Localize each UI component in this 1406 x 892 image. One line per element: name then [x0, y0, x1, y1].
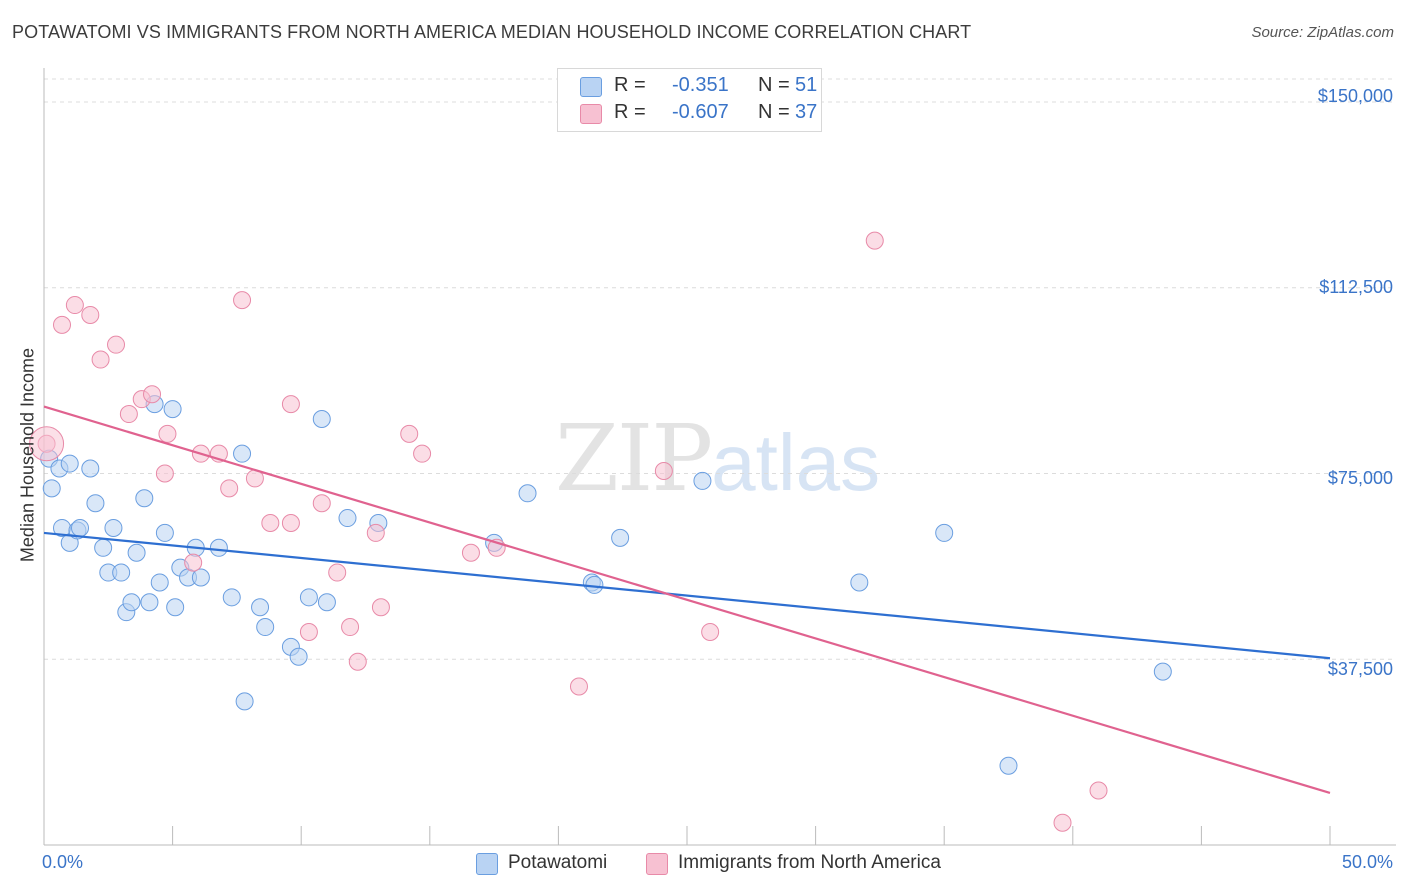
point-potawatomi-22	[163, 400, 182, 419]
legend-swatch-potawatomi	[580, 77, 602, 97]
point-potawatomi-18	[140, 593, 159, 612]
legend-n-label: N =	[758, 74, 790, 96]
point-immigrants-26	[371, 598, 390, 617]
legend-r-value-potawatomi: -0.351	[672, 74, 729, 96]
point-potawatomi-38	[317, 593, 336, 612]
point-immigrants-17	[261, 514, 280, 533]
point-potawatomi-46	[693, 471, 712, 490]
point-immigrants-14	[220, 479, 239, 498]
point-potawatomi-4	[60, 454, 79, 473]
point-potawatomi-42	[518, 484, 537, 503]
point-immigrants-10	[155, 464, 174, 483]
point-immigrants-24	[348, 652, 367, 671]
point-immigrants-4	[91, 350, 110, 369]
point-potawatomi-31	[235, 692, 254, 711]
point-potawatomi-50	[999, 756, 1018, 775]
point-potawatomi-39	[338, 509, 357, 528]
point-immigrants-33	[701, 622, 720, 641]
y-axis-label: Median Household Income	[17, 347, 38, 563]
point-immigrants-9	[158, 424, 177, 443]
point-immigrants-6	[119, 405, 138, 424]
point-immigrants-1	[53, 315, 72, 334]
point-potawatomi-27	[191, 568, 210, 587]
chart-title: POTAWATOMI VS IMMIGRANTS FROM NORTH AMER…	[12, 22, 972, 42]
series-name-immigrants: Immigrants from North America	[678, 852, 941, 873]
point-potawatomi-48	[935, 523, 954, 542]
x-tick-label-min: 0.0%	[42, 852, 84, 872]
point-potawatomi-13	[112, 563, 131, 582]
chart-source: Source: ZipAtlas.com	[1251, 24, 1394, 41]
point-potawatomi-23	[166, 598, 185, 617]
point-immigrants-35	[1089, 781, 1108, 800]
point-immigrants-32	[654, 462, 673, 480]
point-potawatomi-36	[299, 588, 318, 607]
point-immigrants-21	[312, 494, 331, 513]
point-potawatomi-37	[312, 409, 331, 428]
y-tick-label-150000: $150,000	[1317, 86, 1393, 106]
point-immigrants-large	[29, 426, 65, 462]
series-swatch-potawatomi	[476, 853, 498, 875]
point-potawatomi-17	[135, 489, 154, 508]
point-potawatomi-45	[611, 528, 630, 547]
point-immigrants-15	[233, 291, 252, 310]
series-swatch-immigrants	[646, 853, 668, 875]
point-potawatomi-12	[104, 518, 123, 537]
x-tick-label-max: 50.0%	[1341, 852, 1393, 872]
point-immigrants-23	[341, 618, 360, 637]
point-potawatomi-15	[122, 593, 141, 612]
point-potawatomi-29	[222, 588, 241, 607]
point-immigrants-29	[461, 543, 480, 562]
legend-n-value-immigrants: 37	[795, 101, 818, 123]
watermark-atlas: atlas	[711, 418, 881, 507]
point-immigrants-20	[299, 622, 318, 641]
point-potawatomi-16	[127, 543, 146, 562]
point-potawatomi-49	[1153, 662, 1172, 681]
point-potawatomi-9	[86, 494, 105, 513]
legend-r-value-immigrants: -0.607	[672, 101, 729, 123]
trend-line-potawatomi	[43, 531, 1331, 660]
point-immigrants-25	[366, 523, 385, 542]
zipatlas-watermark: ZIPatlas	[555, 405, 880, 512]
point-potawatomi-32	[251, 598, 270, 617]
point-potawatomi-47	[850, 573, 869, 592]
y-tick-label-75000: $75,000	[1327, 468, 1393, 488]
point-immigrants-34	[865, 231, 884, 250]
point-potawatomi-30	[233, 444, 252, 463]
correlation-legend: R = -0.351 N = 51 R = -0.607 N = 37	[557, 68, 822, 132]
point-immigrants-19	[281, 514, 300, 533]
legend-n-value-potawatomi: 51	[795, 74, 818, 96]
point-immigrants-31	[569, 677, 588, 696]
point-immigrants-5	[107, 335, 126, 354]
point-potawatomi-10	[94, 538, 113, 557]
point-potawatomi-35	[289, 647, 308, 666]
point-immigrants-36	[1053, 813, 1072, 832]
watermark-zip: ZIP	[555, 405, 713, 512]
y-tick-label-37500: $37,500	[1327, 659, 1393, 679]
point-potawatomi-28	[209, 538, 228, 557]
point-potawatomi-7	[71, 518, 90, 537]
point-potawatomi-20	[150, 573, 169, 592]
point-immigrants-11	[184, 553, 203, 572]
point-immigrants-2	[65, 296, 84, 315]
point-immigrants-3	[81, 305, 100, 324]
point-potawatomi-8	[81, 459, 100, 478]
point-immigrants-18	[281, 395, 300, 414]
series-name-potawatomi: Potawatomi	[508, 852, 608, 873]
point-potawatomi-21	[155, 523, 174, 542]
point-potawatomi-1	[42, 479, 61, 498]
point-immigrants-8	[143, 385, 162, 404]
point-immigrants-27	[400, 424, 419, 443]
legend-r-label: R =	[614, 74, 646, 96]
point-potawatomi-33	[256, 618, 275, 637]
y-tick-label-112500: $112,500	[1319, 277, 1393, 297]
legend-r-label: R =	[614, 101, 646, 123]
trend-line-immigrants	[43, 405, 1331, 795]
legend-swatch-immigrants	[580, 104, 602, 124]
legend-n-label: N =	[758, 101, 790, 123]
point-immigrants-22	[328, 563, 347, 582]
point-immigrants-28	[413, 444, 432, 463]
